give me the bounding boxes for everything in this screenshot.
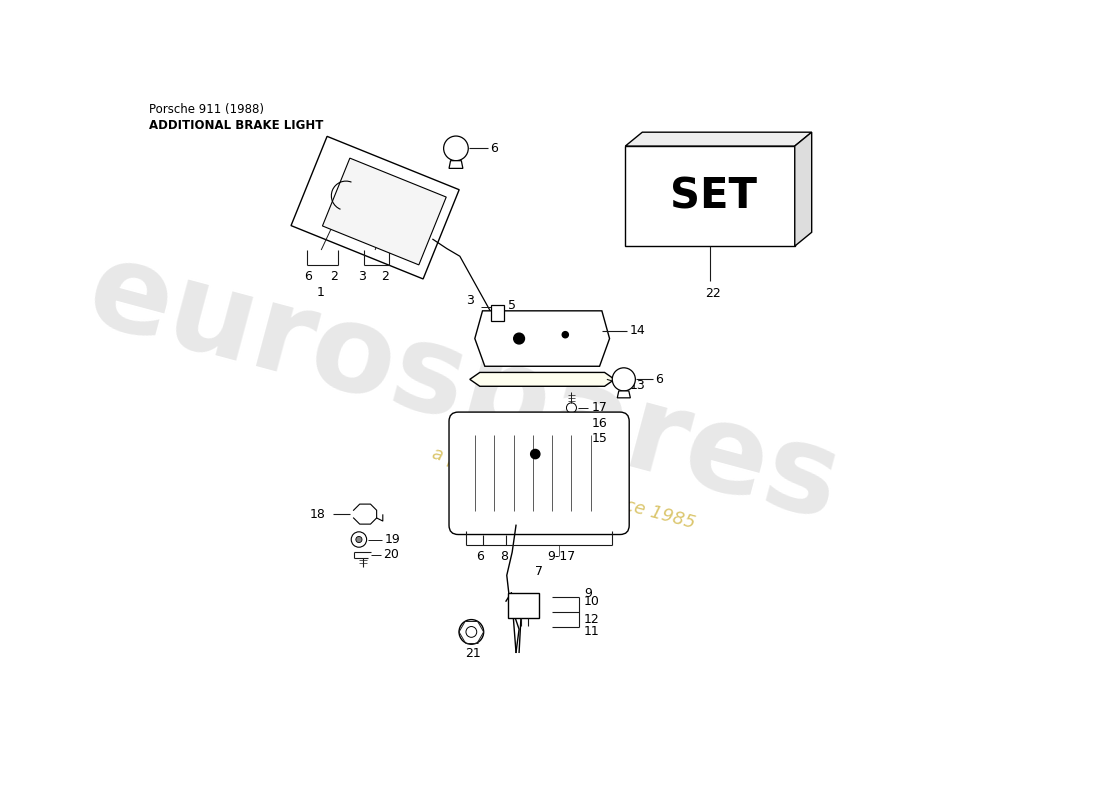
Circle shape: [530, 450, 540, 458]
Text: 2: 2: [382, 270, 389, 283]
Text: 6: 6: [305, 270, 312, 283]
Text: 20: 20: [384, 549, 399, 562]
Text: 10: 10: [584, 594, 600, 608]
Polygon shape: [292, 136, 459, 279]
Text: 5: 5: [507, 299, 516, 312]
Polygon shape: [794, 132, 812, 246]
Circle shape: [569, 435, 574, 442]
Polygon shape: [475, 311, 609, 366]
Text: 16: 16: [592, 417, 607, 430]
Text: 15: 15: [592, 432, 607, 445]
Circle shape: [566, 403, 576, 413]
Text: 3: 3: [359, 270, 366, 283]
Text: Porsche 911 (1988): Porsche 911 (1988): [150, 103, 264, 116]
Text: 1: 1: [317, 286, 324, 299]
Polygon shape: [625, 146, 794, 246]
Circle shape: [569, 421, 574, 426]
Text: SET: SET: [670, 175, 758, 217]
Circle shape: [351, 532, 366, 547]
Text: 19: 19: [384, 533, 400, 546]
Bar: [491, 306, 505, 321]
Text: 9: 9: [584, 587, 592, 600]
Circle shape: [459, 619, 484, 644]
Circle shape: [356, 537, 362, 542]
Text: 18: 18: [310, 508, 326, 521]
Circle shape: [564, 432, 579, 446]
Circle shape: [443, 136, 469, 161]
FancyBboxPatch shape: [449, 412, 629, 534]
Text: 13: 13: [630, 379, 646, 392]
Text: ADDITIONAL BRAKE LIGHT: ADDITIONAL BRAKE LIGHT: [150, 118, 323, 132]
Text: 21: 21: [465, 647, 481, 660]
Text: 9-17: 9-17: [548, 550, 575, 562]
Circle shape: [514, 333, 525, 344]
Circle shape: [562, 332, 569, 338]
Text: 12: 12: [584, 613, 600, 626]
Polygon shape: [508, 594, 539, 618]
Text: 14: 14: [629, 324, 646, 338]
Text: 2: 2: [330, 270, 339, 283]
Text: 11: 11: [584, 626, 600, 638]
Text: 3: 3: [466, 294, 474, 307]
Text: 6: 6: [476, 550, 484, 562]
Circle shape: [466, 626, 476, 638]
Text: 22: 22: [705, 287, 720, 300]
Polygon shape: [625, 132, 812, 146]
Text: 17: 17: [592, 402, 607, 414]
Circle shape: [565, 418, 578, 429]
Text: eurospares: eurospares: [75, 232, 852, 545]
Text: a passion for parts since 1985: a passion for parts since 1985: [430, 445, 697, 533]
Polygon shape: [449, 161, 463, 168]
Polygon shape: [617, 391, 630, 398]
Polygon shape: [322, 158, 447, 265]
Text: 8: 8: [499, 550, 508, 562]
Polygon shape: [470, 373, 615, 386]
Text: 6: 6: [491, 142, 498, 155]
Text: 6: 6: [656, 373, 663, 386]
Circle shape: [613, 368, 636, 391]
Text: 7: 7: [536, 565, 543, 578]
